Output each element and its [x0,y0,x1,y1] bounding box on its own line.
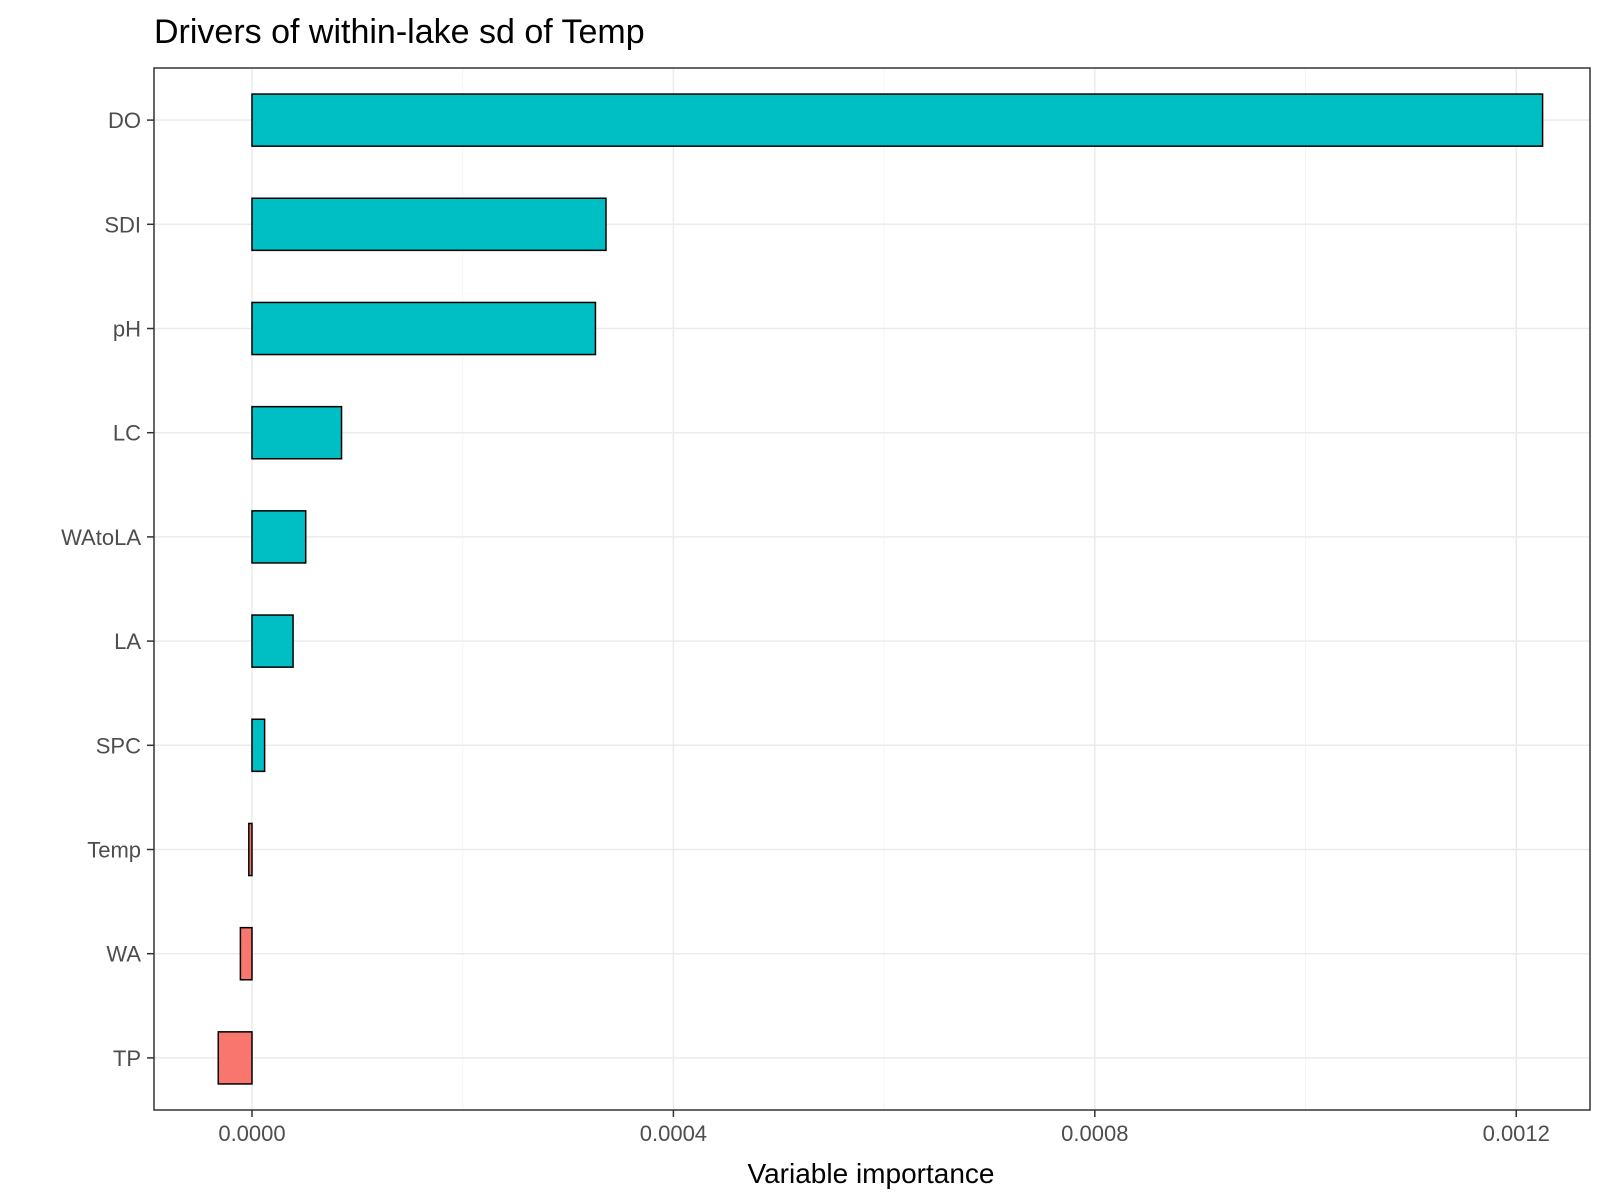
bar-ph [251,301,597,356]
y-category-label: DO [108,108,141,133]
bar-lc [251,405,343,460]
y-category-label: SPC [96,733,141,758]
bar-do [251,93,1544,147]
y-category-label: Temp [87,838,141,863]
axis-labels: 0.0000 0.0004 0.0008 0.0012 DO SDI pH LC WAtoLA L… [61,108,1550,1146]
y-category-label: SDI [104,212,141,237]
y-category-label: LA [114,629,141,654]
x-tick-label: 0.0012 [1483,1121,1550,1146]
x-axis-title: Variable importance [748,1158,995,1189]
bar-sdi [251,197,607,252]
x-tick-label: 0.0000 [218,1121,285,1146]
y-category-label: pH [113,317,141,342]
y-category-label: WAtoLA [61,525,141,550]
y-category-label: LC [113,421,141,446]
panel-border [153,67,1591,1111]
bar-watola [251,510,307,564]
y-category-label: WA [106,942,141,967]
y-category-label: TP [113,1046,141,1071]
bar-tp [217,1031,253,1085]
bar-la [251,614,294,668]
grid [154,68,1590,1110]
bars [217,93,1544,1085]
bar-spc [251,718,266,773]
bar-temp [248,822,253,877]
chart-title: Drivers of within-lake sd of Temp [154,13,645,51]
axis-ticks [147,119,1518,1117]
x-tick-label: 0.0008 [1061,1121,1128,1146]
bar-wa [239,926,253,981]
x-tick-label: 0.0004 [640,1121,707,1146]
